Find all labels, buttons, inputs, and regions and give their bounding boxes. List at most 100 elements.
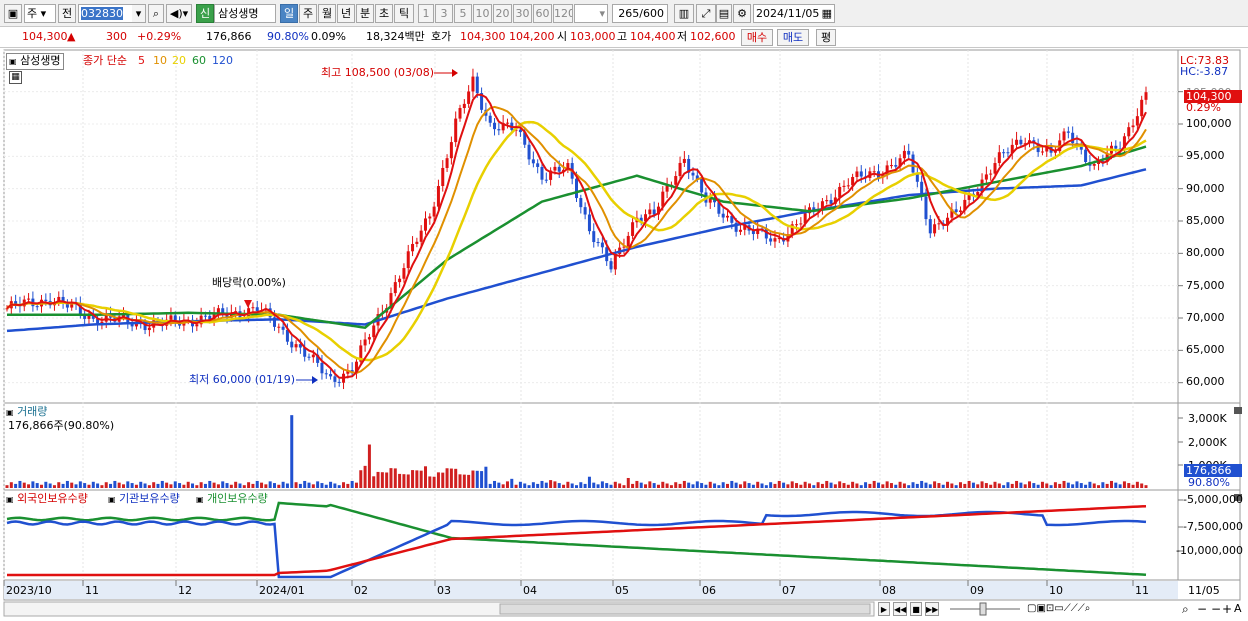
average-button[interactable]: 평 (816, 29, 836, 46)
forward-icon[interactable]: ▶▶ (925, 602, 939, 616)
volume-bar (44, 481, 48, 488)
interval-10-button[interactable]: 10 (473, 4, 492, 23)
candle-body (613, 253, 617, 270)
volume-bar (799, 484, 803, 488)
volume-bar (260, 482, 264, 488)
period-week-tab[interactable]: 주 (299, 4, 317, 23)
period-day-tab[interactable]: 일 (280, 4, 298, 23)
period-second-tab[interactable]: 초 (375, 4, 393, 23)
candle-body (963, 199, 967, 211)
volume-bar (419, 470, 423, 488)
candle-body (337, 381, 341, 383)
volume-bar (1105, 483, 1109, 488)
ma20-line (6, 120, 1147, 362)
minus-icon[interactable]: − (1211, 602, 1222, 616)
candle-body (505, 122, 509, 124)
volume-bar (915, 483, 919, 488)
interval-custom-select[interactable]: ▾ (574, 4, 608, 23)
zoom-icon[interactable]: ⌕ (1182, 602, 1189, 616)
font-size-icon[interactable]: A (1234, 602, 1242, 615)
chart-type-icon[interactable]: ▥ (674, 4, 694, 23)
candle-body (790, 224, 794, 235)
interval-3-button[interactable]: 3 (435, 4, 453, 23)
candle-body (1002, 152, 1006, 154)
zoom-out-icon[interactable]: − (1197, 602, 1208, 616)
volume-bar (557, 483, 561, 488)
high-price: 104,400 (630, 30, 676, 43)
save-icon[interactable]: ▤ (716, 4, 732, 23)
zoom-tool-icons[interactable]: ▢▣⊡▭⟋⟋⟋⌕ (1027, 603, 1091, 614)
volume-bar (229, 484, 233, 488)
interval-120-button[interactable]: 120 (553, 4, 573, 23)
candle-body (536, 163, 540, 167)
candle-body (411, 243, 415, 252)
price-panel-title[interactable]: ▣ 삼성생명 (6, 53, 64, 70)
candle-body (449, 142, 453, 159)
candle-body (976, 192, 980, 197)
candle-body (1135, 116, 1139, 126)
ma10-label: 10 (153, 54, 167, 67)
stop-icon[interactable]: ■ (910, 602, 922, 616)
interval-1-button[interactable]: 1 (418, 4, 434, 23)
period-month-tab[interactable]: 월 (318, 4, 336, 23)
candle-body (70, 303, 74, 308)
volume-bar (208, 480, 212, 488)
stock-name-field[interactable]: 삼성생명 (214, 4, 276, 23)
period-tick-tab[interactable]: 틱 (394, 4, 414, 23)
volume-bar (868, 483, 872, 488)
candle-body (540, 166, 544, 180)
candle-body (1010, 144, 1014, 154)
period-year-tab[interactable]: 년 (337, 4, 355, 23)
play-icon[interactable]: ▶ (878, 602, 890, 616)
period-minute-tab[interactable]: 분 (356, 4, 374, 23)
volume-bar (1084, 484, 1088, 488)
volume-bar (579, 482, 583, 488)
volume-bar (359, 470, 363, 488)
candle-body (298, 344, 302, 348)
data-table-icon[interactable]: ▦ (9, 71, 22, 84)
volume-bar (626, 477, 630, 488)
candle-body (501, 122, 505, 131)
volume-bar (682, 480, 686, 488)
count-input[interactable]: 265/600 (612, 4, 668, 23)
candle-body (644, 214, 648, 222)
candle-body (518, 129, 522, 133)
candle-body (415, 241, 419, 244)
search-icon[interactable]: ⌕ (148, 4, 164, 23)
bid-price: 104,200 (509, 30, 555, 43)
volume-bar (376, 471, 380, 488)
rewind-icon[interactable]: ◀◀ (893, 602, 907, 616)
draw-tool-icon[interactable]: ⤢ (696, 4, 716, 23)
volume-bar (294, 482, 298, 488)
candle-body (372, 325, 376, 338)
plus-icon[interactable]: + (1222, 602, 1233, 616)
sell-button[interactable]: 매도 (777, 29, 809, 46)
buy-button[interactable]: 매수 (741, 29, 773, 46)
candle-body (1092, 163, 1096, 166)
window-menu-icon[interactable]: ▣ (4, 4, 22, 23)
code-dropdown-icon[interactable]: ▾ (132, 4, 146, 23)
volume-bar (346, 483, 350, 488)
market-all-button[interactable]: 전 (58, 4, 76, 23)
trade-volume: 176,866 (206, 30, 252, 43)
volume-bar (544, 482, 548, 488)
volume-bar (173, 481, 177, 488)
interval-60-button[interactable]: 60 (533, 4, 552, 23)
volume-bar (1015, 480, 1019, 488)
stock-code-input[interactable]: 032830 (78, 4, 146, 23)
interval-20-button[interactable]: 20 (493, 4, 512, 23)
volume-bar (898, 481, 902, 488)
volume-bar (290, 415, 294, 488)
market-select[interactable]: 주 ▾ (24, 4, 56, 23)
settings-gear-icon[interactable]: ⚙ (733, 4, 751, 23)
speaker-icon[interactable]: ◀)▾ (166, 4, 192, 23)
candle-body (833, 197, 837, 204)
interval-5-button[interactable]: 5 (454, 4, 472, 23)
volume-bar (182, 484, 186, 488)
interval-30-button[interactable]: 30 (513, 4, 532, 23)
candle-body (531, 159, 535, 164)
date-input[interactable]: 2024/11/05 ▦ (753, 4, 835, 23)
candle-body (143, 322, 147, 331)
candle-body (946, 217, 950, 226)
